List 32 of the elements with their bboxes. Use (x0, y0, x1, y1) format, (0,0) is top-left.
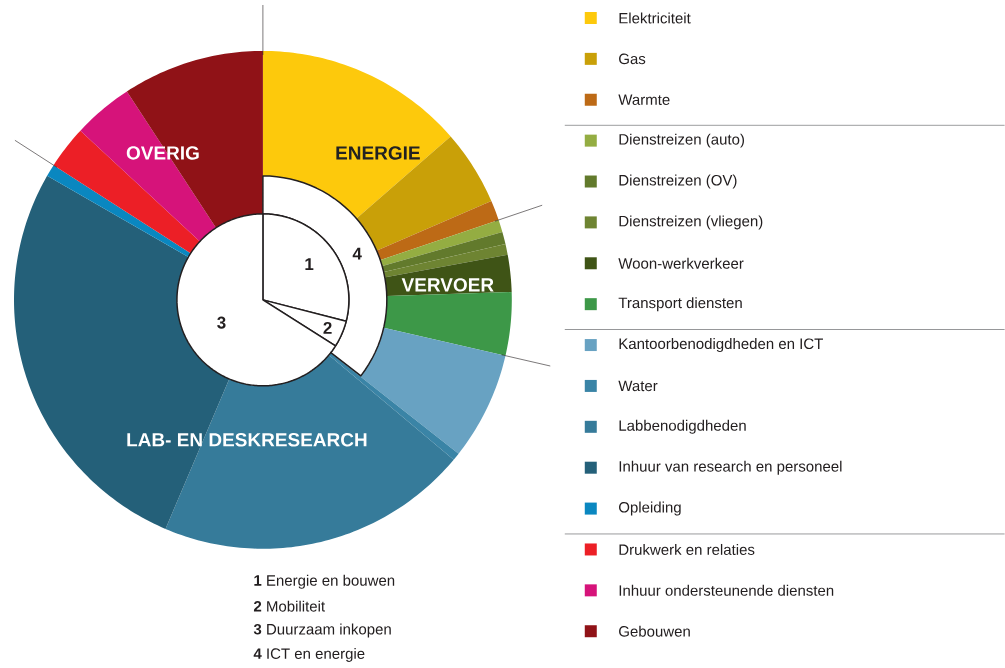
legend-label: Warmte (618, 94, 670, 106)
legend-label: Elektriciteit (619, 12, 691, 24)
text: LAB- EN DESKRESEARCH (127, 433, 367, 447)
text: Duurzaam inkopen (267, 623, 391, 638)
legend-label: Inhuur ondersteunende diensten (619, 584, 834, 596)
category-label: 3 (253, 624, 262, 635)
text: 4 (352, 247, 362, 260)
legend-label: Water (618, 380, 658, 392)
legend-label: Gas (619, 53, 646, 65)
legend-label: Inhuur van research en personeel (619, 460, 842, 475)
legend-label: Transport diensten (618, 297, 742, 312)
text: VERVOER (401, 278, 494, 292)
legend-label: Labbenodigdheden (619, 419, 746, 434)
text: Mobiliteit (267, 600, 325, 612)
slice-label: 1 (305, 258, 314, 271)
legend-label: Drukwerk en relaties (619, 544, 755, 556)
legend-label: Kantoorbenodigdheden en ICT (619, 338, 823, 353)
legend-label: Dienstreizen (auto) (619, 133, 744, 148)
slice-label: 3 (217, 316, 226, 329)
category-label: 1 (254, 575, 262, 586)
text: ENERGIE (336, 146, 420, 160)
text: ICT en energie (267, 648, 365, 663)
legend-label: Woon-werkverkeer (618, 257, 744, 269)
legend-label: Opleiding (619, 501, 681, 516)
legend-label: Dienstreizen (vliegen) (619, 215, 763, 230)
text: OVERIG (126, 146, 199, 160)
legend-label: Gebouwen (619, 625, 690, 637)
legend-label: Dienstreizen (OV) (619, 174, 737, 189)
text: Energie en bouwen (267, 574, 395, 589)
category-label: 2 (253, 601, 262, 612)
text: 4 (253, 648, 262, 659)
slice-label: 2 (323, 322, 332, 334)
